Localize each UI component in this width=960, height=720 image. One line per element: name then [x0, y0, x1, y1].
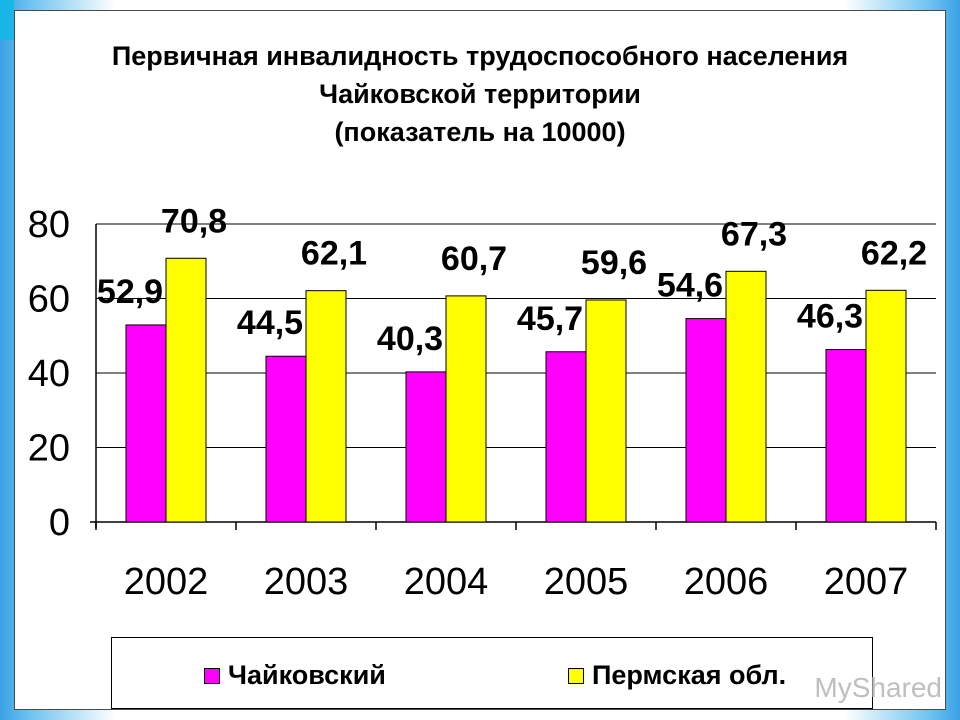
legend-item-chaikovsky: Чайковский	[204, 660, 386, 691]
y-tick-label: 40	[28, 353, 70, 395]
data-label: 70,8	[161, 202, 227, 240]
data-label: 62,2	[861, 234, 927, 272]
title-line-2: Чайковской территории	[319, 79, 641, 109]
y-tick-label: 0	[49, 502, 70, 544]
data-label: 52,9	[97, 273, 163, 311]
x-tick-label: 2005	[544, 561, 629, 603]
legend: Чайковский Пермская обл.	[111, 637, 873, 709]
x-tick-label: 2003	[264, 561, 349, 603]
title-line-3: (показатель на 10000)	[334, 117, 626, 147]
data-label: 59,6	[581, 244, 647, 282]
bar-chaikovsky	[825, 349, 867, 523]
bar-perm	[725, 270, 767, 523]
y-tick-label: 60	[28, 279, 70, 321]
bar-chaikovsky	[405, 371, 447, 523]
x-tick-label: 2006	[684, 561, 769, 603]
bar-perm	[865, 289, 907, 523]
bar-chaikovsky	[265, 355, 307, 523]
data-label: 62,1	[301, 235, 367, 273]
legend-swatch-perm	[568, 667, 584, 684]
data-label: 54,6	[657, 267, 723, 305]
legend-label-perm: Пермская обл.	[592, 660, 787, 690]
x-tick-label: 2007	[824, 561, 909, 603]
data-label: 46,3	[797, 298, 863, 336]
bar-chaikovsky	[685, 318, 727, 523]
y-tick-label: 20	[28, 428, 70, 470]
watermark: MyShared	[814, 672, 942, 703]
x-tick-label: 2004	[404, 561, 489, 603]
bar-perm	[445, 295, 487, 523]
data-label: 40,3	[377, 320, 443, 358]
data-label: 44,5	[237, 304, 303, 342]
title-line-1: Первичная инвалидность трудоспособного н…	[111, 41, 849, 71]
bar-chaikovsky	[125, 324, 167, 523]
data-label: 67,3	[721, 215, 787, 253]
bar-perm	[585, 299, 627, 523]
data-label: 60,7	[441, 240, 507, 278]
y-tick-label: 80	[28, 204, 70, 246]
bar-perm	[305, 290, 347, 523]
legend-swatch-chaikovsky	[204, 667, 220, 684]
data-label: 45,7	[517, 300, 583, 338]
corner-accent	[0, 0, 14, 40]
chart-title: Первичная инвалидность трудоспособного н…	[15, 37, 945, 151]
x-tick-label: 2002	[124, 561, 209, 603]
bar-perm	[165, 257, 207, 523]
legend-item-perm: Пермская обл.	[568, 660, 786, 691]
bar-chaikovsky	[545, 351, 587, 523]
legend-label-chaikovsky: Чайковский	[228, 660, 386, 690]
